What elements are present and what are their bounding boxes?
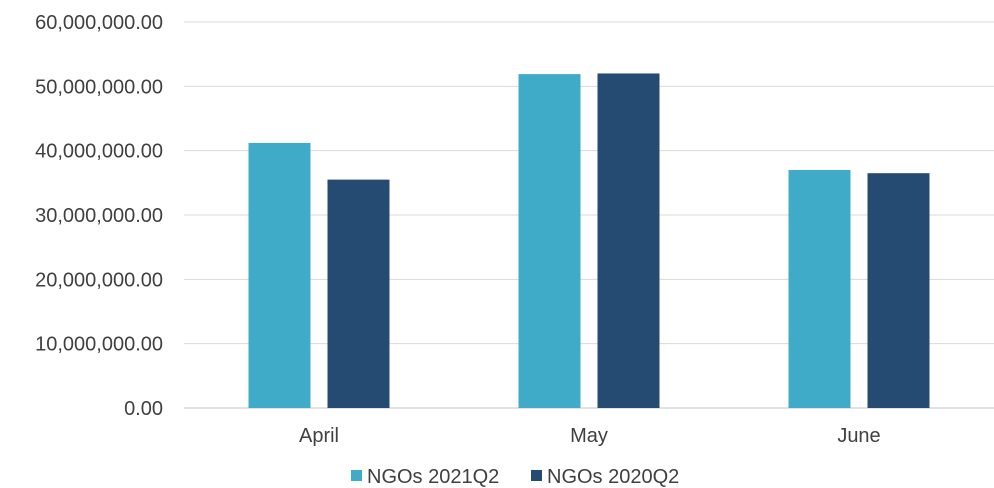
bar-april-series-2 <box>327 179 390 408</box>
legend-label: NGOs 2021Q2 <box>367 466 499 488</box>
legend: NGOs 2021Q2 NGOs 2020Q2 <box>351 466 679 488</box>
x-tick-label: May <box>570 425 608 447</box>
y-tick-label: 0.00 <box>124 398 163 420</box>
bar-may-series-2 <box>597 73 660 408</box>
legend-swatch <box>531 470 542 481</box>
x-axis: April May June <box>299 425 881 447</box>
y-tick-label: 10,000,000.00 <box>35 334 163 356</box>
y-tick-label: 20,000,000.00 <box>35 269 163 291</box>
legend-swatch <box>351 470 362 481</box>
bar-april-series-1 <box>248 142 311 409</box>
bar-june-series-1 <box>788 169 851 408</box>
x-tick-label: April <box>299 425 339 447</box>
bar-may-series-1 <box>518 74 581 409</box>
y-axis: 0.00 10,000,000.00 20,000,000.00 30,000,000… <box>35 12 163 420</box>
y-tick-label: 60,000,000.00 <box>35 12 163 34</box>
y-tick-label: 30,000,000.00 <box>35 205 163 227</box>
gridlines <box>184 21 994 409</box>
legend-label: NGOs 2020Q2 <box>547 466 679 488</box>
y-tick-label: 40,000,000.00 <box>35 141 163 163</box>
bars <box>248 73 930 409</box>
y-tick-label: 50,000,000.00 <box>35 76 163 98</box>
x-tick-label: June <box>837 425 880 447</box>
bar-june-series-2 <box>867 173 930 408</box>
